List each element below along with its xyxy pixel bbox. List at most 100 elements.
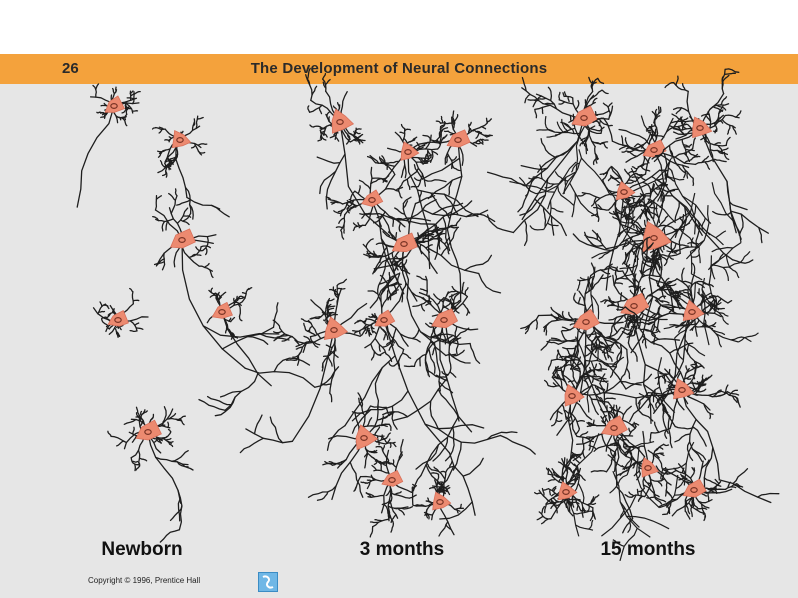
dendrite <box>107 430 112 438</box>
nucleus <box>630 303 638 310</box>
dendrite <box>619 264 638 270</box>
dendrite <box>130 457 140 466</box>
dendrite <box>626 239 638 248</box>
dendrite <box>590 340 593 351</box>
dendrite <box>661 375 667 383</box>
dendrite <box>612 470 651 538</box>
dendrite <box>700 135 707 141</box>
dendrite <box>445 154 450 164</box>
dendrite <box>625 373 653 390</box>
dendrite <box>339 121 391 237</box>
dendrite <box>631 494 646 498</box>
dendrite <box>452 116 456 130</box>
dendrite <box>335 226 344 229</box>
dendrite <box>324 78 331 86</box>
dendrite <box>561 118 569 133</box>
dendrite <box>599 373 606 385</box>
dendrite <box>672 107 690 113</box>
dendrite <box>586 505 590 513</box>
dendrite <box>124 101 128 116</box>
cell-body <box>692 116 713 139</box>
dendrite <box>602 415 608 420</box>
dendrite <box>584 377 590 389</box>
dendrite <box>529 225 544 231</box>
dendrite <box>583 128 591 147</box>
dendrite <box>688 418 703 462</box>
dendrite <box>634 145 642 149</box>
dendrite <box>642 256 661 274</box>
dendrite <box>124 120 128 127</box>
dendrite <box>442 216 451 252</box>
dendrite <box>690 280 710 289</box>
dendrite <box>158 128 163 134</box>
dendrite <box>438 126 442 144</box>
dendrite <box>417 240 427 244</box>
dendrite <box>395 186 404 192</box>
dendrite <box>383 332 387 341</box>
dendrite <box>545 467 550 475</box>
dendrite <box>166 417 182 421</box>
dendrite <box>195 246 204 252</box>
dendrite <box>730 486 737 489</box>
dendrite <box>386 338 394 346</box>
dendrite <box>621 150 627 153</box>
dendrite <box>602 117 614 142</box>
dendrite <box>394 207 406 215</box>
dendrite <box>640 203 646 208</box>
dendrite <box>727 300 733 304</box>
dendrite <box>552 497 560 503</box>
dendrite <box>635 172 642 177</box>
dendrite <box>452 166 461 172</box>
dendrite <box>366 481 371 490</box>
dendrite <box>449 371 457 378</box>
dendrite <box>731 395 738 403</box>
dendrite <box>591 375 594 383</box>
dendrite <box>562 346 577 350</box>
dendrite <box>551 367 560 378</box>
dendrite <box>597 215 600 223</box>
dendrite <box>657 105 660 115</box>
dendrite <box>646 496 656 499</box>
dendrite <box>603 397 616 401</box>
dendrite <box>662 513 668 516</box>
dendrite <box>625 181 634 184</box>
dendrite <box>667 278 678 285</box>
dendrite <box>449 461 453 468</box>
dendrite <box>437 388 460 422</box>
dendrite <box>273 357 311 373</box>
dendrite <box>680 244 689 247</box>
dendrite <box>423 153 428 163</box>
dendrite <box>186 196 221 210</box>
dendrite <box>666 249 673 261</box>
dendrite <box>362 243 379 258</box>
dendrite <box>675 75 679 86</box>
dendrite <box>718 311 729 317</box>
dendrite <box>486 171 527 187</box>
dendrite <box>332 286 339 296</box>
dendrite <box>626 329 634 336</box>
nucleus <box>568 393 576 400</box>
slide-title: The Development of Neural Connections <box>250 60 548 77</box>
dendrite <box>203 262 210 269</box>
dendrite <box>668 255 674 260</box>
dendrite <box>98 310 106 313</box>
dendrite <box>448 179 453 196</box>
dendrite <box>570 162 580 173</box>
dendrite <box>571 193 576 218</box>
dendrite <box>357 185 361 195</box>
dendrite <box>135 327 144 330</box>
dendrite <box>680 214 685 229</box>
dendrite <box>339 201 350 217</box>
dendrite <box>626 334 635 338</box>
dendrite <box>445 487 451 492</box>
dendrite <box>453 507 465 510</box>
dendrite <box>479 120 489 129</box>
dendrite <box>424 338 441 378</box>
dendrite <box>639 210 645 220</box>
dendrite <box>557 337 579 345</box>
dendrite <box>375 242 384 245</box>
dendrite <box>390 492 411 499</box>
dendrite <box>161 173 167 177</box>
dendrite <box>655 465 672 475</box>
dendrite <box>608 105 614 120</box>
